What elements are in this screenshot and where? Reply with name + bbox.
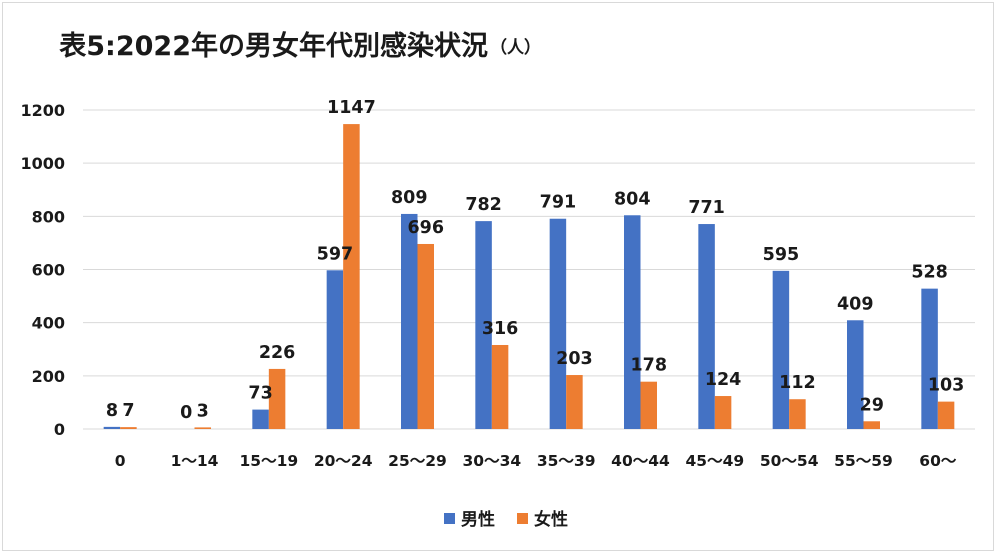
data-label: 103	[928, 376, 965, 396]
bar-female	[194, 427, 211, 429]
bar-female	[640, 381, 657, 429]
chart-title-unit: （人）	[490, 37, 541, 58]
bar-male	[772, 270, 790, 429]
x-tick-label: 1～14	[171, 452, 219, 470]
bar-female	[120, 427, 137, 429]
data-label: 595	[763, 245, 800, 265]
bar-male	[698, 224, 715, 429]
y-tick-label: 1200	[20, 101, 65, 120]
x-axis: 0 1～14 15～19 20～24 25～29 30～34 35～39 40～44 45～49…	[115, 452, 957, 470]
data-label: 597	[317, 244, 354, 264]
data-label: 112	[779, 373, 816, 393]
data-label: 3	[197, 401, 209, 421]
data-label: 178	[630, 356, 667, 376]
data-labels: 8 7 0 3 73 226 597 1147 809 696 782 316 791 203 804 178…	[106, 98, 965, 423]
x-tick-label: 25～29	[388, 452, 447, 470]
y-tick-label: 600	[32, 261, 65, 280]
x-tick-label: 50～54	[760, 452, 819, 470]
data-label: 316	[482, 319, 519, 339]
data-label: 29	[860, 395, 884, 415]
legend: 男性 女性	[444, 509, 568, 530]
data-label: 782	[465, 195, 502, 215]
bar-chart: 表5:2022年の男女年代別感染状況 （人） 02004006008001000…	[20, 30, 975, 530]
bar-male	[326, 270, 344, 429]
x-tick-label: 45～49	[686, 452, 745, 470]
bar-female	[714, 396, 732, 429]
data-label: 791	[540, 193, 577, 213]
y-tick-label: 400	[32, 314, 65, 333]
data-label: 124	[705, 370, 742, 390]
bar-male	[549, 218, 567, 429]
bar-male	[103, 426, 121, 429]
data-label: 7	[122, 401, 134, 421]
bar-female	[566, 375, 583, 429]
data-label: 8	[106, 401, 118, 421]
data-label: 696	[407, 218, 444, 238]
legend-swatch	[517, 513, 528, 524]
y-tick-label: 0	[54, 420, 65, 439]
x-tick-label: 40～44	[611, 452, 670, 470]
bar-female	[863, 421, 880, 429]
bar-female	[491, 344, 509, 429]
x-tick-label: 0	[115, 452, 126, 470]
bars	[103, 124, 955, 429]
data-label: 528	[911, 263, 948, 283]
chart-title: 表5:2022年の男女年代別感染状況	[59, 30, 488, 62]
bar-female	[937, 401, 955, 429]
bar-male	[624, 215, 641, 429]
x-tick-label: 60～	[919, 452, 957, 470]
x-tick-label: 55～59	[834, 452, 893, 470]
data-label: 1147	[327, 98, 376, 118]
data-label: 409	[837, 294, 874, 314]
bar-male	[475, 221, 492, 429]
bar-male	[847, 320, 864, 429]
data-label: 771	[688, 198, 725, 218]
x-tick-label: 20～24	[314, 452, 373, 470]
bar-female	[417, 243, 434, 429]
bar-female	[343, 124, 360, 429]
data-label: 203	[556, 349, 593, 369]
data-label: 73	[248, 384, 272, 404]
x-tick-label: 15～19	[240, 452, 299, 470]
data-label: 809	[391, 188, 428, 208]
bar-female	[789, 399, 806, 429]
x-tick-label: 35～39	[537, 452, 596, 470]
data-label: 804	[614, 189, 651, 209]
data-label: 226	[259, 343, 296, 363]
legend-swatch	[444, 513, 455, 524]
bar-male	[921, 288, 938, 429]
y-axis: 0 200 400 600 800 1000 1200	[20, 101, 65, 439]
y-tick-label: 200	[32, 367, 65, 386]
bar-male	[401, 213, 418, 429]
bar-female	[268, 368, 286, 429]
legend-label: 女性	[534, 509, 568, 530]
y-tick-label: 800	[32, 207, 65, 226]
legend-label: 男性	[461, 509, 495, 530]
x-tick-label: 30～34	[463, 452, 522, 470]
y-tick-label: 1000	[20, 154, 65, 173]
bar-male	[252, 409, 269, 429]
gridlines	[83, 109, 975, 430]
data-label: 0	[180, 403, 192, 423]
